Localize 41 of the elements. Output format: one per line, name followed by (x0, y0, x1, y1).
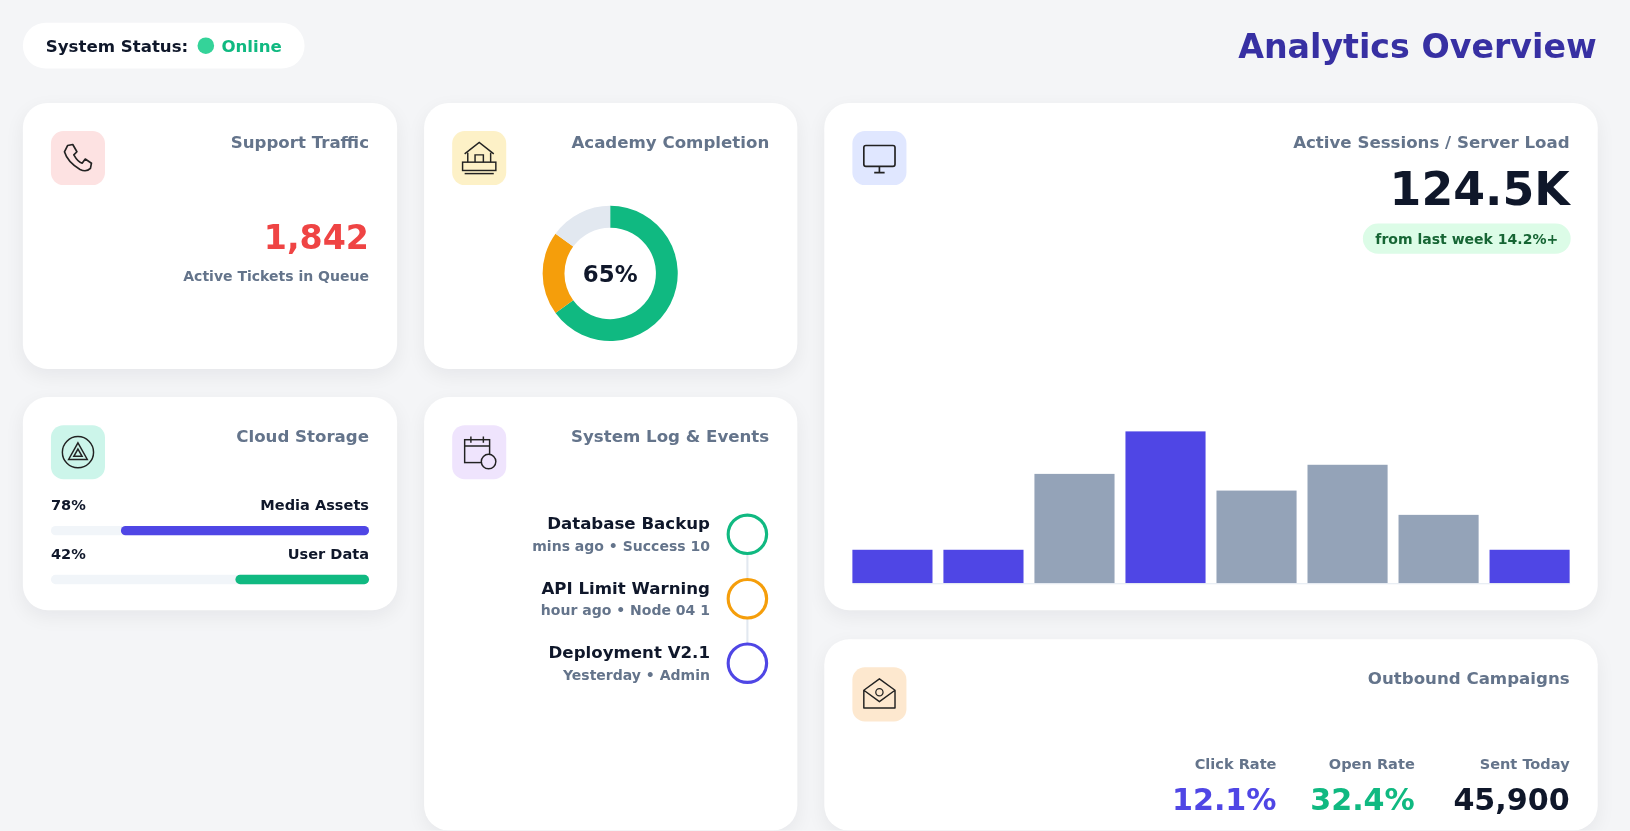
text: 32.4% (1310, 781, 1415, 817)
donut-slice (555, 205, 611, 247)
bar (1125, 431, 1206, 584)
text: Yesterday • Admin (561, 666, 710, 683)
donut-slice (542, 233, 574, 314)
chart-title: Academy Completion (571, 132, 770, 152)
y-tick-label: Media Assets (260, 496, 370, 514)
text: mins ago • Success 10 (532, 537, 711, 554)
y-tick-label: User Data (287, 545, 370, 563)
text: 1,842 (263, 218, 370, 258)
text: Database Backup (547, 514, 711, 534)
chart-subtitle: 124.5K (1389, 162, 1572, 216)
chart-title: Active Sessions / Server Load (1293, 132, 1570, 152)
text: Sent Today (1479, 755, 1571, 773)
bar (1307, 464, 1388, 584)
text: 12.1% (1171, 781, 1277, 817)
bar (852, 549, 933, 584)
chart-title: Cloud Storage (236, 426, 370, 446)
bar (1489, 549, 1570, 584)
text: API Limit Warning (541, 578, 710, 598)
bar (943, 549, 1024, 584)
text: Support Traffic (230, 132, 370, 152)
text: Click Rate (1194, 755, 1277, 773)
text: from last week 14.2%+ (1375, 231, 1559, 248)
text: Active Tickets in Queue (183, 267, 370, 284)
data-label: 42% (50, 545, 87, 563)
donut-slice (555, 205, 678, 341)
text: Deployment V2.1 (548, 643, 710, 662)
text: 45,900 (1453, 781, 1570, 817)
bar (1216, 490, 1297, 584)
text: Analytics Overview (1238, 27, 1597, 67)
text: hour ago • Node 04 1 (540, 602, 710, 619)
text: Online (221, 36, 282, 56)
text: System Status: (45, 36, 189, 56)
text: Outbound Campaigns (1367, 668, 1570, 688)
bar (1034, 473, 1115, 584)
data-label: 65% (582, 260, 638, 287)
text: Open Rate (1328, 755, 1415, 773)
bar (1398, 514, 1479, 584)
text: System Log & Events (571, 426, 770, 446)
data-label: 78% (50, 496, 87, 514)
